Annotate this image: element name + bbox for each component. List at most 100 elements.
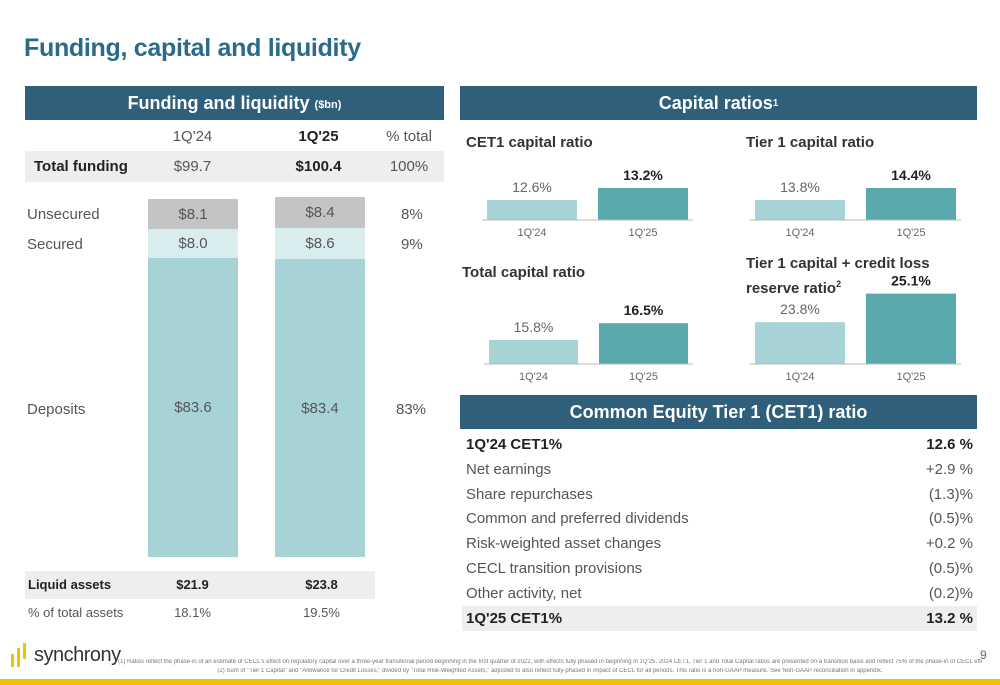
cet1-row: Share repurchases (1.3)% — [462, 482, 977, 507]
total-funding-1q24: $99.7 — [173, 158, 212, 175]
cet1-row-label: Risk-weighted asset changes — [466, 535, 662, 553]
cet1-row-value: (0.5)% — [928, 510, 973, 528]
capital-bar-value-label: 15.8% — [514, 319, 554, 335]
row-label-deposits: Deposits — [27, 401, 86, 418]
capital-bar-category-label: 1Q'24 — [519, 371, 548, 383]
footnote-2: (2) Sum of "Tier 1 Capital" and "Allowan… — [217, 668, 883, 674]
capital-bar — [599, 323, 688, 364]
cet1-row: Other activity, net (0.2)% — [462, 581, 977, 606]
bar-1q24-deposits: $83.6 — [148, 258, 238, 557]
chart-tier1-cecl-svg: 23.8% 1Q'24 25.1% 1Q'25 — [750, 273, 961, 383]
cet1-row: Common and preferred dividends (0.5)% — [462, 506, 977, 531]
capital-ratios-header: Capital ratios 1 — [460, 86, 977, 120]
funding-header-title: Funding and liquidity — [127, 92, 310, 113]
bar-1q24-secured: $8.0 — [148, 229, 238, 258]
cet1-row: Risk-weighted asset changes +0.2 % — [462, 531, 977, 556]
chart-tier1-cecl: Tier 1 capital + credit loss reserve rat… — [730, 250, 980, 388]
bar-1q25-unsecured-value: $8.4 — [305, 204, 335, 221]
capital-bar — [489, 340, 578, 364]
page-number: 9 — [980, 648, 987, 662]
funding-header-unit: ($bn) — [314, 99, 342, 111]
capital-bar — [755, 322, 845, 364]
cet1-row-value: 13.2 % — [926, 609, 973, 627]
cet1-row-label: Net earnings — [466, 460, 552, 478]
bar-1q24-unsecured: $8.1 — [148, 199, 238, 229]
chart-tier1-svg: 13.8% 1Q'24 14.4% 1Q'25 — [750, 167, 961, 239]
cet1-row-value: (0.5)% — [928, 560, 973, 577]
chart-tier1-cecl-title-text: Tier 1 capital + credit loss reserve rat… — [746, 255, 930, 297]
capital-bar-category-label: 1Q'25 — [896, 371, 925, 383]
bar-1q24-unsecured-value: $8.1 — [178, 205, 208, 223]
bar-1q25-deposits: $83.4 — [275, 259, 365, 557]
page-title: Funding, capital and liquidity — [24, 34, 361, 62]
bar-1q25-secured-value: $8.6 — [305, 235, 335, 252]
pct-assets-label: % of total assets — [28, 605, 124, 620]
capital-bar-value-label: 12.6% — [512, 179, 552, 195]
funding-col-pct: % total — [386, 128, 432, 145]
cet1-row: 1Q'25 CET1% 13.2 % — [462, 605, 977, 631]
logo: synchrony — [10, 642, 121, 668]
cet1-row-value: (1.3)% — [928, 485, 973, 503]
capital-bar-category-label: 1Q'24 — [517, 227, 546, 239]
cet1-row: 1Q'24 CET1% 12.6 % — [462, 432, 977, 457]
total-funding-row — [25, 151, 444, 182]
chart-total: Total capital ratio 15.8% 1Q'24 16.5% 1Q'25 — [462, 258, 712, 388]
liquid-assets-1q25: $23.8 — [305, 577, 338, 592]
capital-bar — [487, 200, 577, 220]
capital-bar-value-label: 25.1% — [891, 273, 931, 289]
pct-deposits: 83% — [396, 401, 427, 418]
liquid-assets-1q24: $21.9 — [176, 577, 209, 592]
capital-bar-category-label: 1Q'25 — [628, 227, 657, 239]
logo-mark-icon — [11, 643, 26, 667]
total-funding-pct: 100% — [389, 158, 429, 175]
footer-yellow-band — [0, 679, 1000, 685]
pct-assets-1q24: 18.1% — [174, 605, 211, 620]
chart-tier1-title: Tier 1 capital ratio — [746, 134, 875, 151]
chart-cet1-svg: 12.6% 1Q'24 13.2% 1Q'25 — [482, 167, 693, 239]
capital-bar-value-label: 13.2% — [623, 167, 663, 183]
capital-ratios-title: Capital ratios — [658, 92, 773, 113]
capital-bar — [755, 200, 845, 220]
chart-tier1: Tier 1 capital ratio 13.8% 1Q'24 14.4% 1Q'2… — [730, 128, 980, 248]
liquid-assets-row — [25, 571, 375, 599]
chart-cet1: CET1 capital ratio 12.6% 1Q'24 13.2% 1Q'25 — [462, 128, 712, 248]
capital-bar — [866, 188, 956, 220]
bar-1q25-deposits-value: $83.4 — [301, 399, 339, 417]
capital-bar — [866, 293, 956, 364]
chart-tier1-cecl-title-sup: 2 — [836, 279, 842, 289]
cet1-row-label: CECL transition provisions — [466, 560, 643, 577]
total-funding-1q25: $100.4 — [295, 158, 342, 175]
pct-assets-1q25: 19.5% — [303, 605, 340, 620]
capital-bar-value-label: 13.8% — [780, 179, 820, 195]
liquid-assets-label: Liquid assets — [28, 577, 112, 592]
cet1-row-value: +2.9 % — [925, 460, 973, 478]
bar-1q24-secured-value: $8.0 — [178, 235, 208, 252]
cet1-row: Net earnings +2.9 % — [462, 457, 977, 482]
cet1-row-label: Common and preferred dividends — [466, 510, 689, 528]
capital-bar-category-label: 1Q'24 — [785, 227, 814, 239]
capital-bar-category-label: 1Q'25 — [629, 371, 658, 383]
cet1-table-header: Common Equity Tier 1 (CET1) ratio — [460, 395, 977, 429]
capital-bar-category-label: 1Q'25 — [896, 227, 925, 239]
logo-text: synchrony — [34, 643, 121, 666]
row-label-secured: Secured — [27, 236, 83, 253]
capital-bar-value-label: 14.4% — [891, 167, 931, 183]
cet1-row-label: 1Q'25 CET1% — [466, 609, 563, 627]
cet1-row-label: Share repurchases — [466, 485, 593, 503]
funding-col-1q24: 1Q'24 — [172, 128, 213, 145]
capital-ratios-sup: 1 — [772, 97, 779, 109]
bar-1q25-unsecured: $8.4 — [275, 197, 365, 228]
capital-bar-value-label: 16.5% — [624, 302, 664, 318]
capital-bar-value-label: 23.8% — [780, 301, 820, 317]
cet1-row: CECL transition provisions (0.5)% — [462, 556, 977, 581]
cet1-row-value: +0.2 % — [925, 535, 973, 553]
chart-total-svg: 15.8% 1Q'24 16.5% 1Q'25 — [484, 302, 693, 383]
cet1-row-label: 1Q'24 CET1% — [466, 436, 563, 453]
pct-unsecured: 8% — [401, 206, 423, 223]
bar-1q24-deposits-value: $83.6 — [174, 399, 212, 416]
cet1-row-value: 12.6 % — [926, 436, 973, 453]
footnote-1: (1) Ratios reflect the phase-in of an es… — [118, 659, 982, 665]
row-label-unsecured: Unsecured — [27, 206, 100, 223]
chart-total-title: Total capital ratio — [462, 264, 586, 281]
cet1-row-label: Other activity, net — [466, 584, 582, 602]
